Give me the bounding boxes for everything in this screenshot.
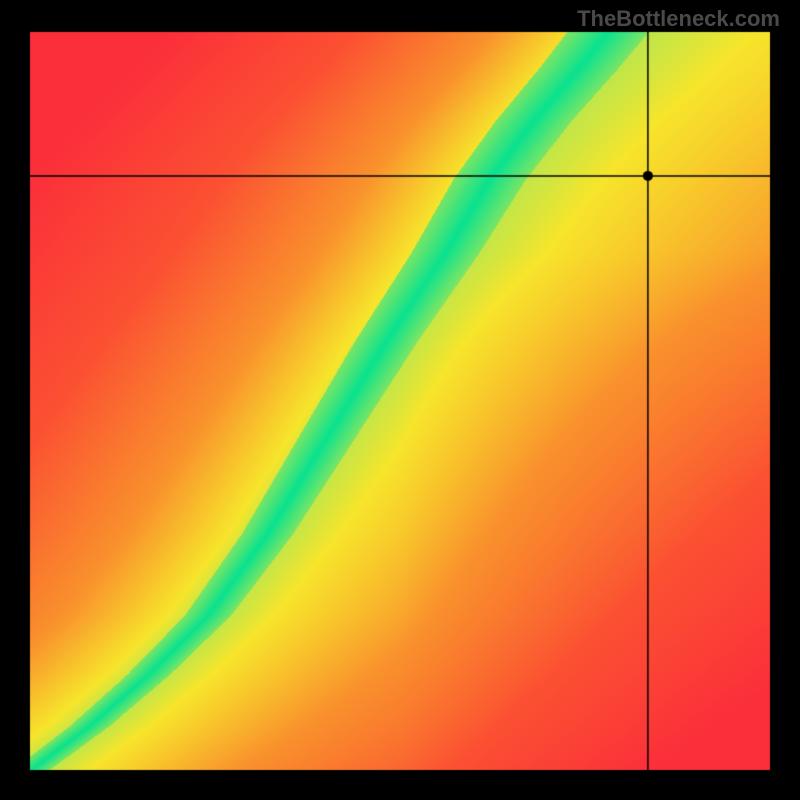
chart-container: TheBottleneck.com (0, 0, 800, 800)
watermark-text: TheBottleneck.com (577, 6, 780, 32)
bottleneck-heatmap (0, 0, 800, 800)
